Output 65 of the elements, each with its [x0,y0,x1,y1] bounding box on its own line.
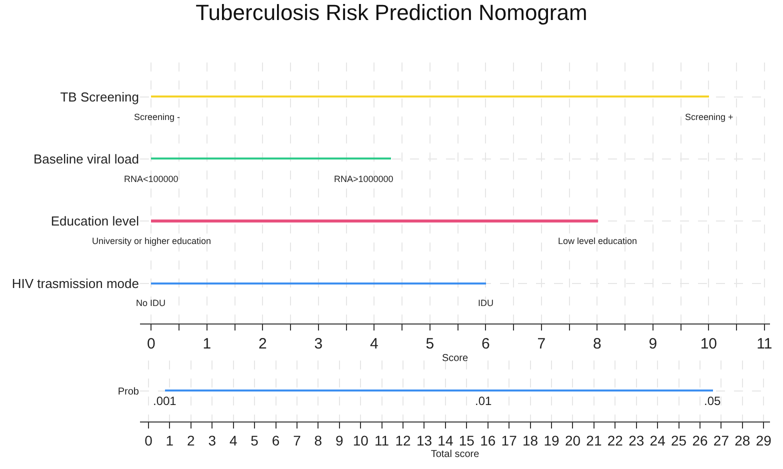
x-tick-label: 5 [250,432,259,448]
x-tick-label: 8 [593,336,602,353]
bar [151,220,598,223]
annotation: Low level education [558,236,638,246]
x-tick-label: 24 [650,432,666,448]
x-tick-label: 19 [544,432,560,448]
x-tick-label: 9 [648,336,658,353]
x-tick-label: 1 [166,432,174,448]
x-tick-label: 0 [146,336,156,353]
x-tick-label: 2 [258,336,267,353]
x-tick-label: 3 [208,432,216,448]
x-tick-label: 23 [628,432,644,448]
x-tick-label: 17 [501,432,518,448]
annotation: .001 [153,394,177,408]
x-tick-label: 5 [426,336,434,353]
x-tick-label: 13 [416,432,432,448]
x-tick-label: 3 [314,336,323,353]
bar [151,282,486,285]
x-tick-label: 15 [458,432,475,448]
annotation: .01 [475,394,492,408]
x-tick-label: 26 [692,432,708,448]
annotation: University or higher education [92,236,212,246]
x-tick-label: 18 [522,432,538,448]
chart-title: Tuberculosis Risk Prediction Nomogram [196,0,588,26]
x-tick-label: 21 [586,432,602,448]
x-tick-label: 6 [272,432,280,448]
x-tick-label: 10 [700,336,718,353]
x-tick-label: 16 [480,432,496,448]
y-tick-label: Prob [118,386,140,398]
x-tick-label: 22 [607,432,624,448]
annotation: Screening + [685,112,734,122]
x-tick-label: 4 [370,336,378,353]
x-tick-label: 11 [756,336,772,353]
x-tick-label: 2 [187,432,196,448]
x-axis-title: Total score [430,448,480,460]
x-tick-label: 11 [374,432,390,448]
x-tick-label: 10 [352,432,369,448]
annotation: RNA<100000 [124,174,178,184]
x-tick-label: 9 [335,432,344,448]
x-tick-label: 25 [671,432,687,448]
bar [151,158,391,160]
x-tick-label: 8 [314,432,322,448]
x-tick-label: 0 [144,432,153,448]
x-tick-label: 1 [202,336,212,353]
y-tick-label: Education level [50,214,140,229]
annotation: RNA>1000000 [334,174,394,184]
x-tick-label: 29 [756,432,772,448]
x-tick-label: 4 [229,432,238,448]
x-tick-label: 7 [293,432,302,448]
x-tick-label: 28 [734,432,750,448]
x-axis-title: Score [442,353,468,364]
x-tick-label: 20 [564,432,581,448]
x-tick-label: 27 [713,432,730,448]
x-tick-label: 6 [481,336,490,353]
x-tick-label: 7 [537,336,546,353]
annotation: .05 [704,394,722,408]
x-tick-label: 12 [395,432,412,448]
x-tick-label: 14 [438,432,454,448]
annotation: Screening - [134,112,180,122]
y-tick-label: HIV trasmission mode [12,276,139,291]
annotation: IDU [478,298,494,308]
annotation: No IDU [136,298,166,308]
y-tick-label: Baseline viral load [33,151,139,166]
bar [151,96,709,98]
y-tick-label: TB Screening [60,89,139,104]
